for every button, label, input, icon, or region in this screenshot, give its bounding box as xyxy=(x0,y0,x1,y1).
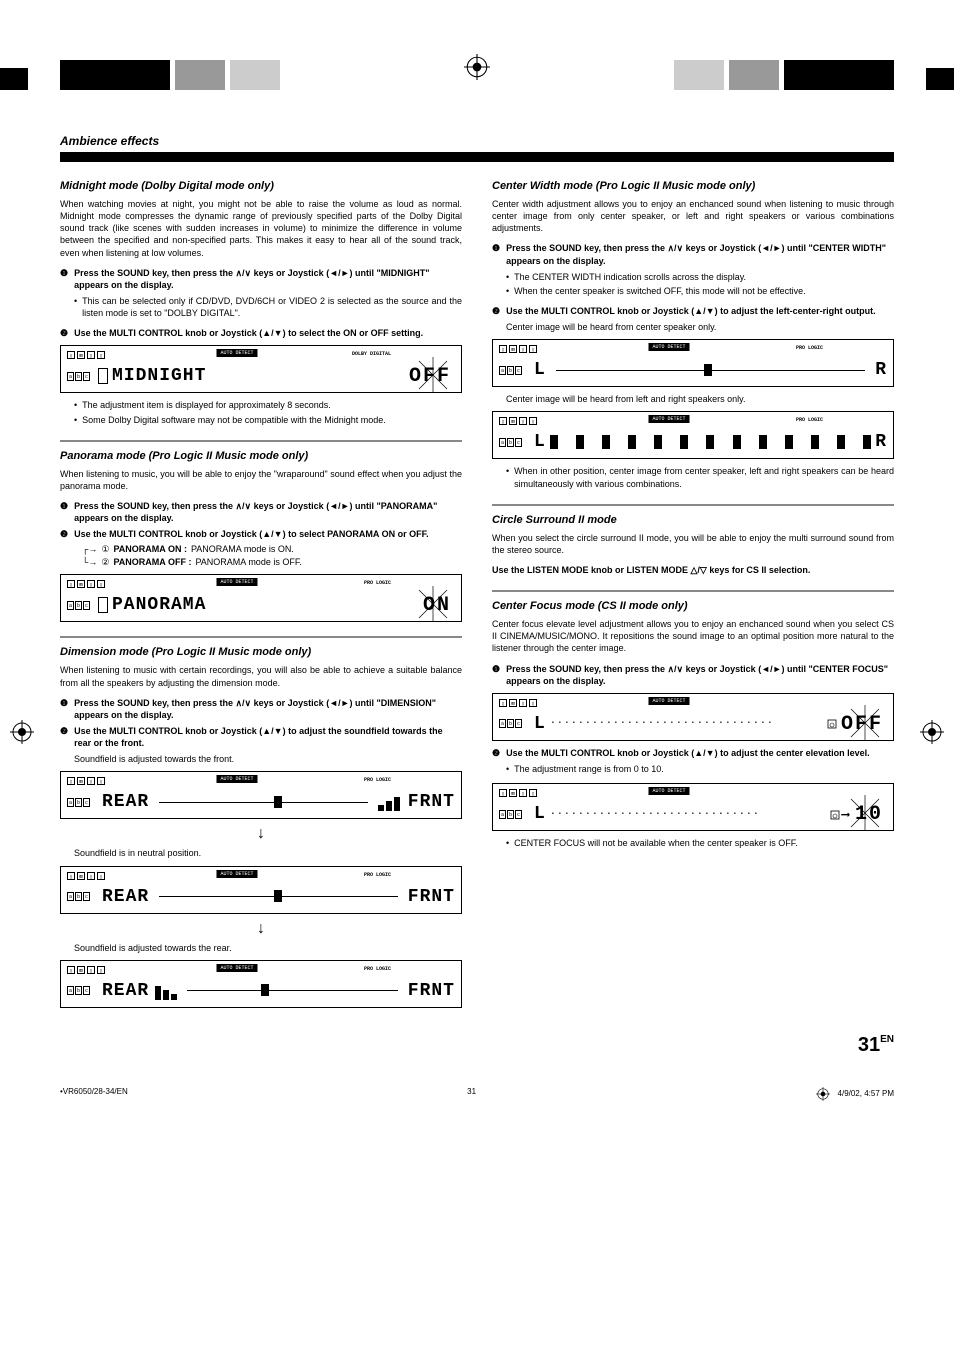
lcd-display-cf-off: ▯⊞▯▯ AUTO DETECT abc L ·················… xyxy=(492,693,894,741)
circle-intro: When you select the circle surround II m… xyxy=(492,532,894,556)
bullet: •When the center speaker is switched OFF… xyxy=(506,285,894,297)
lcd-display-dim-rear: ▯⊞▯▯ AUTO DETECT PRO LOGIC abc REAR FRNT xyxy=(60,960,462,1008)
circle-title: Circle Surround II mode xyxy=(492,514,894,526)
step-text: Use the MULTI CONTROL knob or Joystick (… xyxy=(74,327,462,339)
footer-right: 4/9/02, 4:57 PM xyxy=(838,1089,894,1098)
dimension-step-1: ❶ Press the SOUND key, then press the ∧/… xyxy=(60,697,462,721)
panorama-step-1: ❶ Press the SOUND key, then press the ∧/… xyxy=(60,500,462,524)
registration-band xyxy=(60,40,894,104)
dimension-title: Dimension mode (Pro Logic II Music mode … xyxy=(60,646,462,658)
bullet: •When in other position, center image fr… xyxy=(506,465,894,489)
step-text: Press the SOUND key, then press the ∧/∨ … xyxy=(74,267,462,291)
registration-mark-icon xyxy=(816,1087,830,1101)
circle-instruction: Use the LISTEN MODE knob or LISTEN MODE … xyxy=(492,564,894,576)
bullet: •The adjustment range is from 0 to 10. xyxy=(506,763,894,775)
registration-mark-icon xyxy=(464,54,490,80)
left-column: Midnight mode (Dolby Digital mode only) … xyxy=(60,180,462,1014)
footer-mid: 31 xyxy=(467,1087,476,1101)
midnight-title: Midnight mode (Dolby Digital mode only) xyxy=(60,180,462,192)
bullet: •CENTER FOCUS will not be available when… xyxy=(506,837,894,849)
lcd-main-text: MIDNIGHT xyxy=(112,366,206,386)
cw-cap-2: Center image will be heard from left and… xyxy=(506,393,894,405)
dimension-cap-2: Soundfield is in neutral position. xyxy=(74,847,462,859)
option-2: └→② PANORAMA OFF : PANORAMA mode is OFF. xyxy=(82,557,462,568)
panorama-title: Panorama mode (Pro Logic II Music mode o… xyxy=(60,450,462,462)
lcd-display-cf-10: ▯⊞▯▯ AUTO DETECT abc L ·················… xyxy=(492,783,894,831)
footer: •VR6050/28-34/EN 31 4/9/02, 4:57 PM xyxy=(60,1087,894,1101)
centerwidth-intro: Center width adjustment allows you to en… xyxy=(492,198,894,234)
step-number: ❷ xyxy=(60,327,68,339)
cw-step-1: ❶ Press the SOUND key, then press the ∧/… xyxy=(492,242,894,266)
dimension-cap-1: Soundfield is adjusted towards the front… xyxy=(74,753,462,765)
cw-cap-1: Center image will be heard from center s… xyxy=(506,321,894,333)
cf-step-1: ❶ Press the SOUND key, then press the ∧/… xyxy=(492,663,894,687)
bullet: •This can be selected only if CD/DVD, DV… xyxy=(74,295,462,319)
lcd-display-cw-lr: ▯⊞▯▯ AUTO DETECT PRO LOGIC abc L R xyxy=(492,411,894,459)
speaker-icon xyxy=(830,810,840,820)
option-1: ┌→① PANORAMA ON : PANORAMA mode is ON. xyxy=(82,544,462,555)
arrow-down-icon: ↓ xyxy=(60,920,462,938)
page: Ambience effects Midnight mode (Dolby Di… xyxy=(0,0,954,1131)
cw-step-2: ❷ Use the MULTI CONTROL knob or Joystick… xyxy=(492,305,894,317)
section-group-title: Ambience effects xyxy=(60,134,894,148)
midnight-step-1: ❶ Press the SOUND key, then press the ∧/… xyxy=(60,267,462,291)
cf-step-2: ❷ Use the MULTI CONTROL knob or Joystick… xyxy=(492,747,894,759)
columns: Midnight mode (Dolby Digital mode only) … xyxy=(60,180,894,1014)
right-column: Center Width mode (Pro Logic II Music mo… xyxy=(492,180,894,1014)
heading-rule xyxy=(60,152,894,162)
dimension-step-2: ❷ Use the MULTI CONTROL knob or Joystick… xyxy=(60,725,462,749)
auto-detect-badge: AUTO DETECT xyxy=(216,349,257,357)
lcd-right-text: OFF xyxy=(409,365,451,388)
centerfocus-title: Center Focus mode (CS II mode only) xyxy=(492,600,894,612)
panorama-intro: When listening to music, you will be abl… xyxy=(60,468,462,492)
centerfocus-intro: Center focus elevate level adjustment al… xyxy=(492,618,894,654)
bullet: •The adjustment item is displayed for ap… xyxy=(74,399,462,411)
arrow-down-icon: ↓ xyxy=(60,825,462,843)
lcd-display-cw-center: ▯⊞▯▯ AUTO DETECT PRO LOGIC abc L R xyxy=(492,339,894,387)
dimension-cap-3: Soundfield is adjusted towards the rear. xyxy=(74,942,462,954)
lcd-display-dim-neutral: ▯⊞▯▯ AUTO DETECT PRO LOGIC abc REAR FRNT xyxy=(60,866,462,914)
bullet: •The CENTER WIDTH indication scrolls acr… xyxy=(506,271,894,283)
footer-left: •VR6050/28-34/EN xyxy=(60,1087,128,1101)
dimension-intro: When listening to music with certain rec… xyxy=(60,664,462,688)
lcd-display-midnight: ▯⊞▯▯ AUTO DETECT DOLBY DIGITAL abc MIDNI… xyxy=(60,345,462,393)
step-number: ❶ xyxy=(60,267,68,291)
divider xyxy=(60,440,462,442)
panorama-step-2: ❷ Use the MULTI CONTROL knob or Joystick… xyxy=(60,528,462,540)
midnight-step-2: ❷ Use the MULTI CONTROL knob or Joystick… xyxy=(60,327,462,339)
speaker-icon xyxy=(827,719,837,729)
bullet: •Some Dolby Digital software may not be … xyxy=(74,414,462,426)
midnight-intro: When watching movies at night, you might… xyxy=(60,198,462,259)
registration-mark-icon xyxy=(920,720,944,744)
lcd-display-dim-front: ▯⊞▯▯ AUTO DETECT PRO LOGIC abc REAR FRNT xyxy=(60,771,462,819)
mode-label: DOLBY DIGITAL xyxy=(352,351,391,357)
registration-mark-icon xyxy=(10,720,34,744)
lcd-display-panorama: ▯⊞▯▯ AUTO DETECT PRO LOGIC abc PANORAMA … xyxy=(60,574,462,622)
page-number: 31EN xyxy=(60,1034,894,1057)
centerwidth-title: Center Width mode (Pro Logic II Music mo… xyxy=(492,180,894,192)
